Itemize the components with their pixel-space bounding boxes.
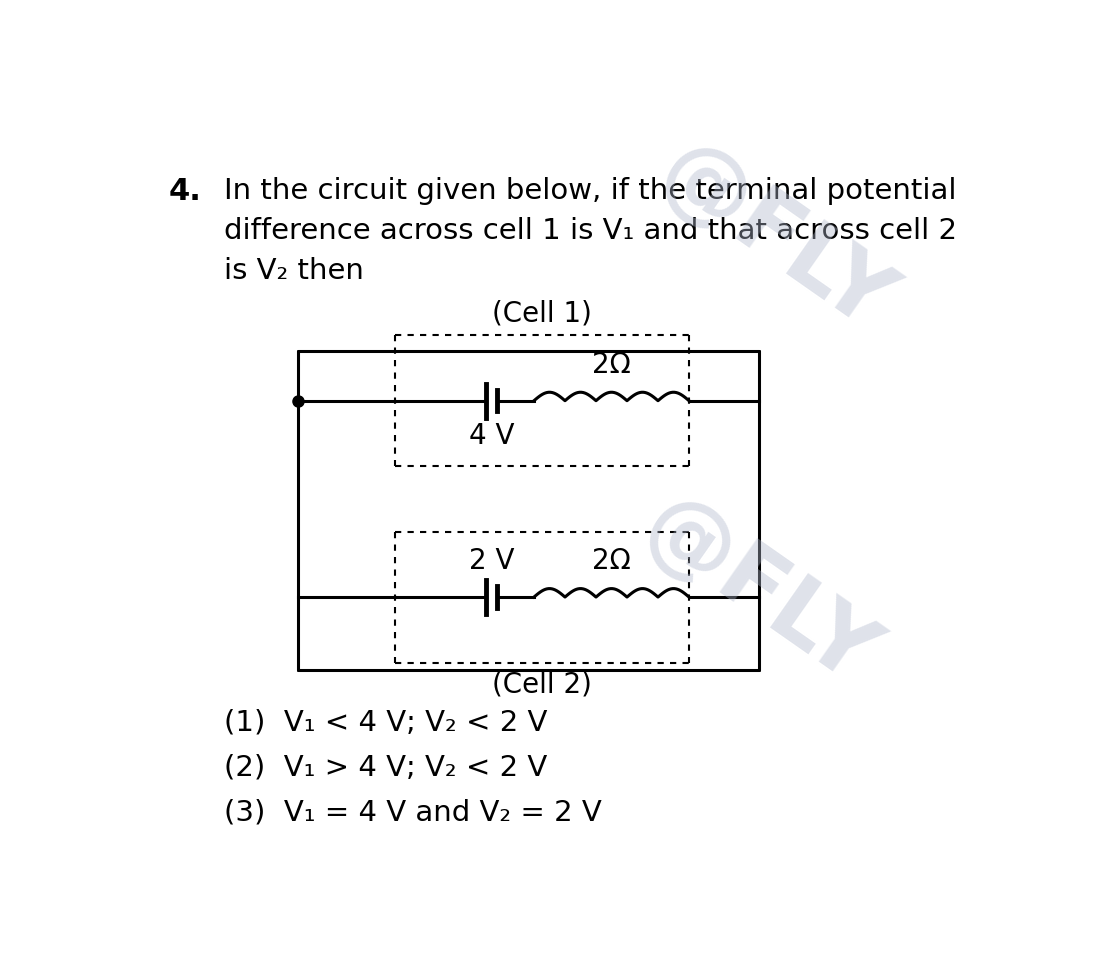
Text: @FLY: @FLY [627,482,891,704]
Text: (Cell 2): (Cell 2) [492,671,592,699]
Text: (Cell 1): (Cell 1) [492,299,592,327]
Text: 2 V: 2 V [468,547,514,575]
Text: (3)  V₁ = 4 V and V₂ = 2 V: (3) V₁ = 4 V and V₂ = 2 V [224,798,602,826]
Text: difference across cell 1 is V₁ and that across cell 2: difference across cell 1 is V₁ and that … [224,217,957,245]
Text: (2)  V₁ > 4 V; V₂ < 2 V: (2) V₁ > 4 V; V₂ < 2 V [224,754,547,782]
Text: (1)  V₁ < 4 V; V₂ < 2 V: (1) V₁ < 4 V; V₂ < 2 V [224,708,547,736]
Text: is V₂ then: is V₂ then [224,258,364,286]
Text: 2Ω: 2Ω [592,351,630,379]
Text: 2Ω: 2Ω [592,547,630,575]
Text: In the circuit given below, if the terminal potential: In the circuit given below, if the termi… [224,178,957,206]
Text: 4.: 4. [169,178,201,207]
Text: 4 V: 4 V [468,423,514,451]
Text: @FLY: @FLY [643,128,907,350]
